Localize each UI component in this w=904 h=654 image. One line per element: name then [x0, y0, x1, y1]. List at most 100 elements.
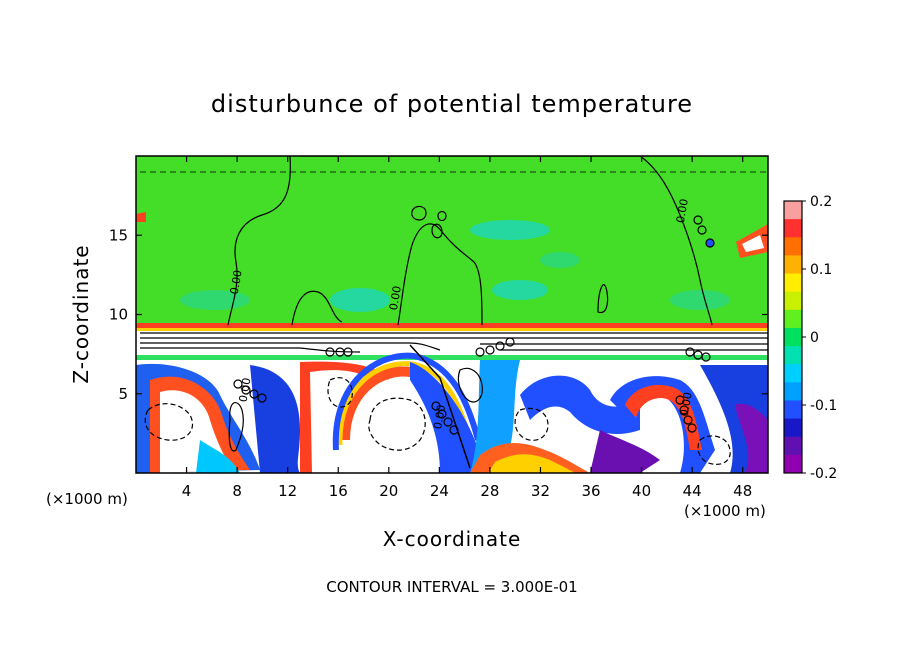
colorbar-swatch: [784, 237, 802, 256]
contour-line: [140, 347, 361, 353]
contour-marker: [325, 347, 335, 357]
x-tick-label: 20: [379, 482, 398, 500]
contour-line: [144, 403, 194, 441]
x-unit-left: (×1000 m): [46, 490, 128, 508]
contour-line: [228, 402, 244, 452]
y-tick-label: 15: [109, 226, 128, 244]
contour-lines: [140, 156, 768, 469]
contour-line: [697, 435, 731, 465]
contour-marker: [505, 337, 515, 347]
upper-patch: [330, 288, 390, 312]
upper-patch: [670, 290, 730, 310]
colorbar-tick-label: -0.2: [810, 466, 837, 482]
y-axis-label: Z-coordinate: [69, 244, 93, 383]
contour-line: [431, 223, 443, 239]
contour-line: [140, 342, 441, 351]
y-axis-ticks: 5 10 15: [109, 226, 768, 403]
contour-marker: [343, 347, 353, 357]
colorbar-tick-label: -0.1: [810, 398, 837, 414]
lower-purple: [735, 403, 768, 473]
lower-cyan: [196, 440, 240, 473]
colorbar-swatch: [784, 291, 802, 311]
contour-marker: [679, 405, 689, 415]
colorbar-swatch: [784, 201, 802, 220]
contour-marker: [241, 385, 251, 395]
contour-line: [514, 407, 549, 441]
colorbar-swatch: [784, 309, 802, 329]
colorbar-swatch: [784, 436, 802, 456]
upper-patch: [492, 280, 548, 300]
upper-patch: [540, 252, 580, 268]
x-tick-label: 8: [232, 482, 242, 500]
contour-label: 0.00: [228, 269, 245, 295]
contour-marker: [449, 425, 459, 435]
colorbar-swatch: [784, 346, 802, 365]
contour-label: 0.00: [387, 285, 404, 311]
contour-label: 0.00: [237, 377, 254, 403]
contour-marker: [485, 345, 495, 355]
interface-lower-green: [136, 355, 768, 360]
contour-marker: [693, 215, 703, 225]
x-tick-label: 44: [683, 482, 702, 500]
contour-marker: [443, 417, 453, 427]
contour-marker: [437, 409, 447, 419]
colorbar-swatch: [784, 454, 802, 474]
x-unit-right: (×1000 m): [684, 502, 766, 520]
contour-line: [327, 377, 353, 408]
contour-marker: [431, 401, 441, 411]
contour-marker: [683, 415, 693, 425]
contour-marker: [685, 347, 695, 357]
x-tick-label: 4: [182, 482, 192, 500]
contour-label: 0.00: [674, 198, 691, 224]
contour-line: [368, 397, 426, 451]
interface-red: [136, 323, 768, 328]
contour-marker: [233, 379, 243, 389]
contour-line: [291, 290, 343, 326]
contour-line: [300, 156, 713, 326]
y-tick-label: 5: [118, 385, 128, 403]
lower-white: [310, 370, 370, 473]
colorbar-tick-label: 0: [810, 330, 819, 346]
contour-marker: [687, 423, 697, 433]
colorbar-swatch: [784, 364, 802, 383]
contour-marker: [675, 395, 685, 405]
x-axis-label: X-coordinate: [383, 527, 522, 551]
x-tick-label: 32: [531, 482, 550, 500]
x-tick-label: 28: [480, 482, 499, 500]
x-tick-label: 40: [632, 482, 651, 500]
upper-patch: [470, 220, 550, 240]
contour-marker: [697, 225, 707, 235]
x-tick-label: 36: [581, 482, 600, 500]
edge-feature: [742, 235, 764, 252]
contour-line: [457, 367, 483, 403]
x-tick-label: 24: [430, 482, 449, 500]
y-tick-label: 10: [109, 306, 128, 324]
contour-marker: [249, 389, 259, 399]
x-tick-label: 16: [329, 482, 348, 500]
plot-field: [136, 156, 768, 473]
contour-line: [597, 284, 609, 314]
contour-line: [437, 210, 447, 222]
lower-blue: [250, 365, 300, 473]
lower-yellow: [488, 454, 575, 473]
colorbar-labels: 0.2 0.1 0 -0.1 -0.2: [802, 194, 837, 482]
colorbar-swatch: [784, 418, 802, 438]
lower-blue: [520, 375, 640, 434]
x-tick-label: 48: [733, 482, 752, 500]
colorbar-tick-label: 0.1: [810, 262, 832, 278]
lower-purple: [590, 430, 660, 473]
contour-marker: [257, 393, 267, 403]
interface-yellow: [136, 328, 768, 331]
contour-line: [411, 205, 427, 221]
contour-labels: 0.00 0.00 0.00 0.00 0.00 0.00: [228, 198, 695, 430]
lower-ring: [332, 352, 481, 451]
contour-marker: [475, 347, 485, 357]
colorbar-swatch: [784, 219, 802, 238]
x-tick-label: 12: [278, 482, 297, 500]
colorbar-swatch: [784, 273, 802, 293]
contour-interval-note: CONTOUR INTERVAL = 3.000E-01: [326, 578, 577, 596]
contour-label: 0.00: [678, 391, 695, 417]
edge-feature: [136, 212, 146, 222]
colorbar-swatch: [784, 255, 802, 275]
